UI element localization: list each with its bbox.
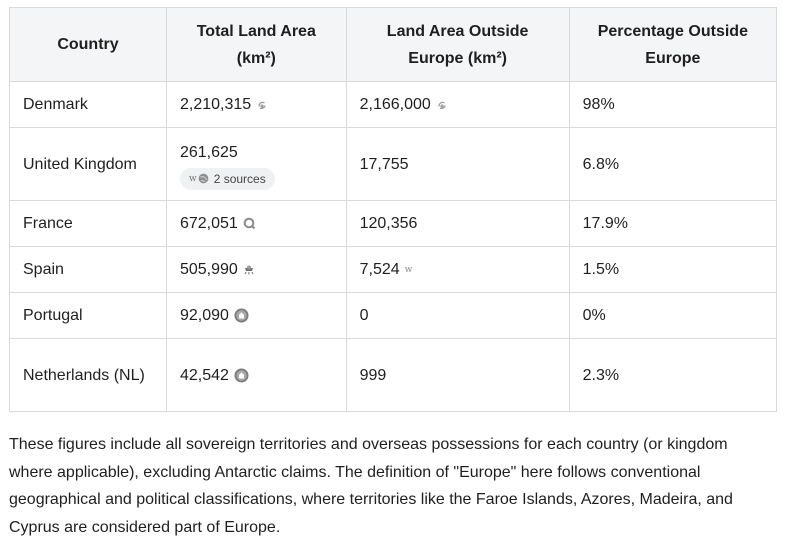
source-swirl-icon[interactable] (256, 99, 268, 111)
cell-total-value: 92,090 (179, 307, 229, 324)
cell-percent: 2.3% (568, 338, 778, 412)
cell-outside: 2,166,000 (345, 81, 570, 128)
cell-outside: 120,356 (345, 200, 570, 247)
cell-outside: 0 (345, 292, 570, 339)
cell-total: 672,051 (165, 200, 347, 247)
table-row: Portugal 92,090 0 0% (9, 292, 778, 339)
cell-outside: 999 (345, 338, 570, 412)
cell-outside: 7,524 w (345, 246, 570, 293)
cell-percent: 1.5% (568, 246, 778, 293)
footnote-paragraph: These figures include all sovereign terr… (9, 436, 733, 536)
cell-percent: 0% (568, 292, 778, 339)
table-row: Netherlands (NL) 42,542 999 2.3% (9, 338, 778, 412)
cell-country: Netherlands (NL) (9, 338, 167, 412)
table-row: Denmark 2,210,315 2,166,000 98% (9, 81, 778, 128)
cell-country: Spain (9, 246, 167, 293)
cell-total-value: 261,625 (179, 143, 238, 161)
cell-total-value: 505,990 (179, 261, 238, 278)
header-percentage-outside-europe: Percentage Outside Europe (568, 7, 778, 82)
source-search-icon[interactable] (243, 217, 256, 230)
source-globe-icon[interactable] (243, 264, 255, 276)
cell-total: 261,625 w 2 sources (165, 127, 347, 201)
cell-total: 42,542 (165, 338, 347, 412)
header-country: Country (9, 7, 167, 82)
cell-country: United Kingdom (9, 127, 167, 201)
cell-total: 92,090 (165, 292, 347, 339)
header-total-land-area: Total Land Area (km²) (165, 7, 347, 82)
table-row: United Kingdom 261,625 w 2 sources 17,75… (9, 127, 778, 201)
globe-icon (198, 173, 209, 184)
sources-chip[interactable]: w 2 sources (179, 167, 275, 190)
cell-outside-value: 7,524 (359, 261, 400, 278)
sources-chip-label: 2 sources (213, 171, 266, 186)
source-seal-icon[interactable] (234, 308, 249, 323)
land-area-table: Country Total Land Area (km²) Land Area … (9, 7, 778, 412)
cell-percent: 98% (568, 81, 778, 128)
wikipedia-icon[interactable]: w (404, 264, 413, 275)
source-seal-icon[interactable] (234, 368, 249, 383)
source-swirl-icon[interactable] (436, 99, 448, 111)
header-land-area-outside-europe: Land Area Outside Europe (km²) (345, 7, 570, 82)
cell-country: Portugal (9, 292, 167, 339)
table-row: France 672,051 120,356 17.9% (9, 200, 778, 247)
table-header-row: Country Total Land Area (km²) Land Area … (9, 7, 778, 82)
cell-outside: 17,755 (345, 127, 570, 201)
cell-outside-value: 2,166,000 (359, 96, 431, 113)
cell-total-value: 672,051 (179, 215, 238, 232)
cell-percent: 17.9% (568, 200, 778, 247)
cell-total: 2,210,315 (165, 81, 347, 128)
table-row: Spain 505,990 7,524 w 1.5% (9, 246, 778, 293)
cell-country: Denmark (9, 81, 167, 128)
cell-country: France (9, 200, 167, 247)
cell-total-value: 42,542 (179, 366, 229, 384)
wikipedia-icon: w (188, 173, 197, 184)
cell-total-value: 2,210,315 (179, 96, 252, 113)
cell-percent: 6.8% (568, 127, 778, 201)
cell-total: 505,990 (165, 246, 347, 293)
